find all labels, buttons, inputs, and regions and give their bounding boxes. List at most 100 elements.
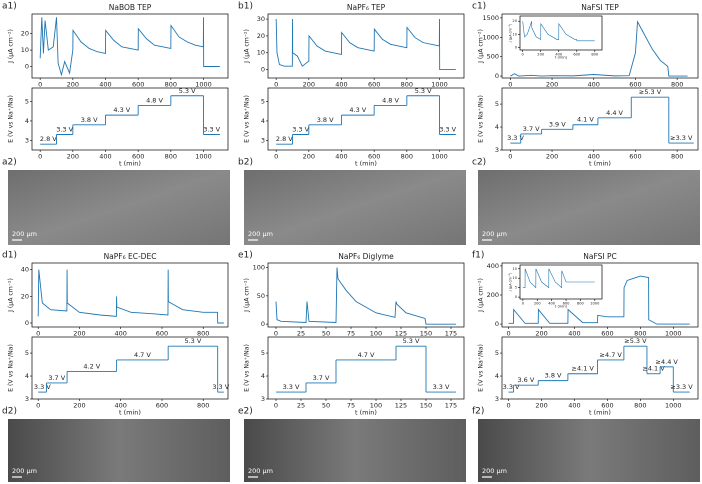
panel-label: c1) (472, 2, 486, 12)
y-tick-label: 5 (495, 100, 499, 108)
value-label: 4.7 V (358, 351, 375, 359)
y-tick-label: 5 (495, 349, 499, 357)
value-label: 3.3 V (439, 126, 456, 134)
axes-frame (501, 87, 699, 151)
y-tick-label: 20 (257, 32, 265, 40)
x-tick-label: 1000 (665, 402, 682, 410)
value-label: 2.8 V (40, 135, 57, 143)
y-tick-label: 10 (257, 49, 265, 57)
x-tick-label: 25 (297, 402, 305, 410)
x-tick-label: 800 (671, 81, 683, 89)
value-label: ≥4.1 V (572, 365, 595, 373)
x-tick-label: 400 (548, 302, 556, 306)
x-tick-label: 600 (563, 302, 571, 306)
y-axis-label: E (V vs Na⁺/Na) (478, 344, 485, 392)
x-axis-label: t (min) (119, 409, 141, 417)
value-label: ≥3.3 V (670, 134, 693, 142)
y-tick-label: 0 (515, 295, 518, 299)
panel-label: b1) (238, 2, 253, 12)
scale-bar-label: 200 µm (12, 467, 37, 475)
value-label: 3.3 V (503, 383, 520, 391)
x-tick-label: 600 (156, 330, 168, 338)
value-label: ≥4.7 V (600, 351, 623, 359)
value-label: ≥4.4 V (656, 358, 679, 366)
axes-frame (501, 262, 699, 328)
value-label: 5.3 V (184, 337, 201, 345)
x-tick-label: 150 (420, 402, 432, 410)
y-axis-label: E (V vs Na⁺/Na) (244, 344, 251, 392)
y-tick-label: 3 (261, 136, 265, 144)
y-tick-label: 3 (25, 395, 29, 403)
value-label: 3.3 V (203, 126, 220, 134)
x-tick-label: 800 (577, 302, 585, 306)
x-tick-label: 200 (67, 81, 79, 89)
y-tick-label: 3 (495, 395, 499, 403)
axes-frame (267, 87, 465, 151)
x-tick-label: 400 (99, 81, 111, 89)
x-tick-label: 0 (508, 81, 512, 89)
panel-label: f2) (472, 407, 484, 417)
x-tick-label: 800 (634, 330, 646, 338)
x-tick-label: 125 (395, 402, 407, 410)
chart-title: NaFSI TEP (581, 3, 619, 12)
data-line (37, 269, 224, 324)
x-tick-label: 800 (671, 153, 683, 161)
x-tick-label: 25 (297, 330, 305, 338)
value-label: 3.7 V (313, 374, 330, 382)
x-tick-label: 0 (36, 402, 40, 410)
y-tick-label: 0 (515, 45, 518, 49)
axes-frame (519, 264, 603, 300)
x-tick-label: 0 (38, 81, 42, 89)
panel-label: b2) (238, 158, 253, 168)
axes-frame (501, 336, 699, 400)
x-tick-label: 0 (38, 153, 42, 161)
y-tick-label: 5 (25, 349, 29, 357)
y-tick-label: 10 (21, 46, 29, 54)
x-tick-label: 150 (420, 330, 432, 338)
y-tick-label: 40 (21, 266, 29, 274)
value-label: 5.3 V (179, 87, 196, 95)
x-axis-label: t (min) (119, 160, 141, 168)
x-axis-label: t (min) (589, 160, 611, 168)
micrograph (8, 170, 230, 245)
data-line (508, 275, 690, 325)
y-axis-label: J (µA cm⁻²) (509, 23, 513, 43)
x-tick-label: 800 (401, 153, 413, 161)
panel-label: d1) (2, 251, 17, 261)
y-tick-label: 20 (512, 19, 517, 23)
value-label: 4.3 V (113, 106, 130, 114)
x-tick-label: 800 (401, 81, 413, 89)
panel-label: d2) (2, 407, 17, 417)
value-label: 3.8 V (317, 116, 334, 124)
x-tick-label: 200 (534, 302, 542, 306)
y-tick-label: 4 (495, 372, 499, 380)
value-label: 4.2 V (83, 362, 100, 370)
x-tick-label: 200 (303, 81, 315, 89)
x-tick-label: 1000 (590, 302, 600, 306)
axes-frame (267, 336, 465, 400)
y-axis-label: E (V vs Na⁺/Na) (478, 95, 485, 143)
value-label: ≥5.3 V (624, 337, 647, 345)
x-tick-label: 600 (132, 153, 144, 161)
y-tick-label: 4 (25, 372, 29, 380)
chart-title: NaPF₆ TEP (347, 3, 386, 12)
chart-title: NaFSI PC (583, 252, 617, 261)
y-tick-label: 5 (515, 286, 517, 290)
y-tick-label: 4 (261, 372, 265, 380)
y-axis-label: E (V vs Na⁺/Na) (244, 95, 251, 143)
x-tick-label: 800 (591, 53, 599, 57)
value-label: 3.9 V (549, 120, 566, 128)
y-tick-label: 500 (487, 53, 499, 61)
x-tick-label: 800 (165, 81, 177, 89)
x-tick-label: 800 (197, 330, 209, 338)
y-tick-label: 10 (512, 276, 517, 280)
chart-title: NaPF₆ Diglyme (338, 252, 394, 261)
x-tick-label: 400 (115, 330, 127, 338)
y-axis-label: E (V vs Na⁺/Na) (8, 344, 15, 392)
x-tick-label: 200 (73, 402, 85, 410)
x-tick-label: 0 (274, 153, 278, 161)
x-tick-label: 200 (67, 153, 79, 161)
data-line (522, 268, 595, 289)
x-tick-label: 1000 (195, 81, 212, 89)
panel-label: e1) (238, 251, 253, 261)
